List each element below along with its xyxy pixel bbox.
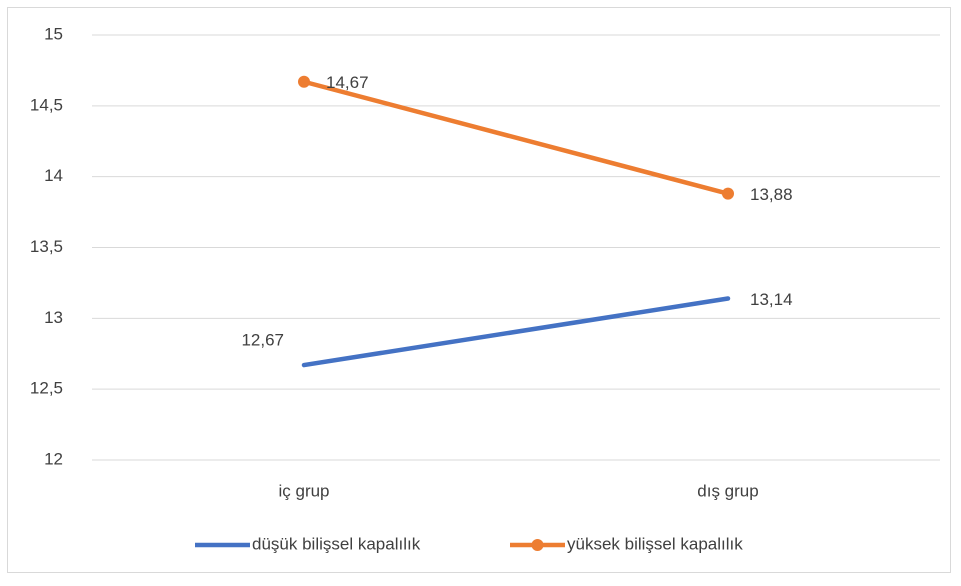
chart-border xyxy=(7,7,951,573)
x-tick-label: dış grup xyxy=(697,481,758,500)
data-label: 14,67 xyxy=(326,73,369,92)
legend-label: düşük bilişsel kapalılık xyxy=(252,534,421,553)
y-tick-label: 13,5 xyxy=(30,237,63,256)
y-tick-label: 13 xyxy=(44,308,63,327)
point-marker xyxy=(722,187,734,200)
y-tick-label: 14 xyxy=(44,166,63,185)
point-marker xyxy=(298,75,310,88)
x-tick-label: iç grup xyxy=(278,481,329,500)
series-line xyxy=(301,296,731,368)
y-tick-label: 12,5 xyxy=(30,379,63,398)
data-label: 13,14 xyxy=(750,290,793,309)
data-label: 13,88 xyxy=(750,185,793,204)
legend-label: yüksek bilişsel kapalılık xyxy=(567,534,743,553)
y-tick-label: 12 xyxy=(44,449,63,468)
series-line xyxy=(301,79,731,196)
legend-marker xyxy=(531,539,544,551)
y-tick-label: 14,5 xyxy=(30,95,63,114)
y-tick-label: 15 xyxy=(44,24,63,43)
data-label: 12,67 xyxy=(241,331,284,350)
